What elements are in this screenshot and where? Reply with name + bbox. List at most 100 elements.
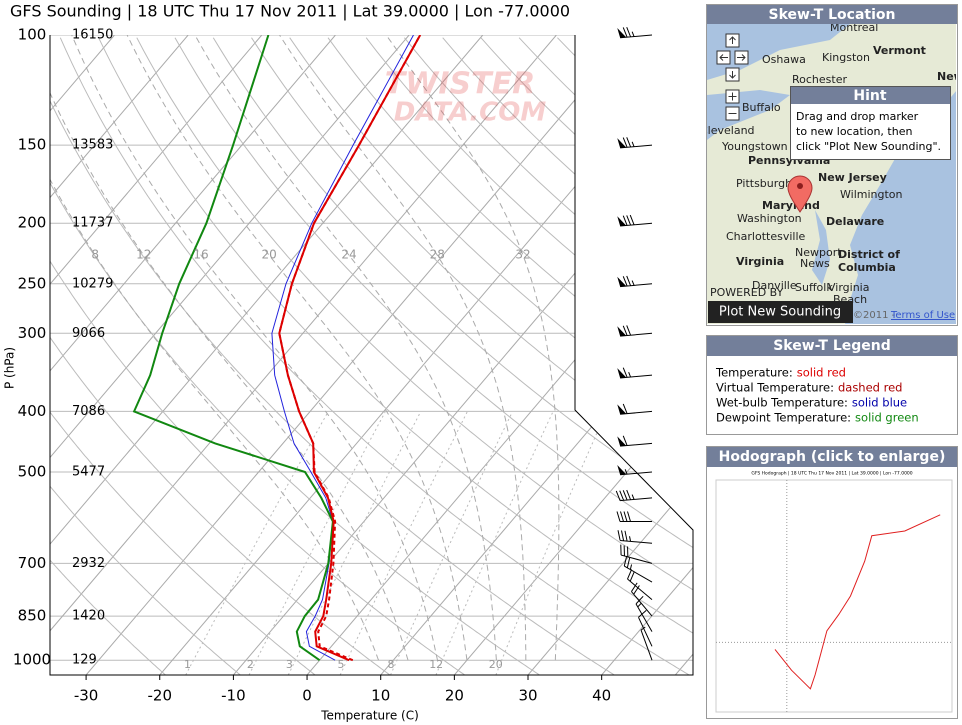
wind-barbs <box>615 26 653 661</box>
mixing-ratio-label: 5 <box>338 658 345 671</box>
wind-barb <box>635 595 653 632</box>
moist-adiabat <box>194 35 497 661</box>
y-tick-label: 100 <box>18 26 47 44</box>
grid <box>50 35 693 675</box>
legend-style: solid blue <box>852 396 907 410</box>
lake <box>707 24 850 80</box>
x-axis-label: Temperature (C) <box>320 709 419 723</box>
legend-label: Temperature: <box>715 366 793 380</box>
y-tick-label: 700 <box>18 554 47 572</box>
moist-adiabat <box>71 35 438 661</box>
wind-barb <box>617 530 653 544</box>
mixing-ratio-line <box>248 411 386 675</box>
wind-barb <box>620 435 653 447</box>
wind-pennant <box>617 368 627 378</box>
wind-pennant <box>617 404 627 415</box>
moist-adiabat-label: 20 <box>261 248 276 262</box>
map-label: New <box>937 70 962 83</box>
dry-adiabat <box>50 37 241 675</box>
wind-pennant <box>617 276 627 287</box>
marker[interactable] <box>787 175 813 213</box>
copyright: ©2011 - <box>853 310 896 321</box>
mixing-ratio-label: 2 <box>247 658 254 671</box>
x-tick-label: 30 <box>518 687 537 705</box>
hodograph-panel[interactable] <box>706 446 958 719</box>
hodograph-caption: GFS Hodograph | 18 UTC Thu 17 Nov 2011 |… <box>751 471 912 477</box>
map-label: Vermont <box>873 44 926 57</box>
mixing-ratio-line <box>390 411 513 675</box>
dry-adiabat <box>50 37 615 675</box>
isotherm <box>50 35 115 675</box>
map-label: Washington <box>737 212 802 225</box>
sounding-line <box>132 35 334 662</box>
wind-barb <box>627 569 653 601</box>
x-tick-label: -30 <box>74 687 99 705</box>
map-label: Virginia <box>828 281 869 294</box>
dry-adiabat <box>59 37 690 675</box>
panel-header <box>707 336 957 356</box>
curves <box>132 35 422 662</box>
moist-adiabat-label: 28 <box>430 248 445 262</box>
dry-adiabat <box>212 37 693 675</box>
wind-barb <box>616 511 652 523</box>
isotherm <box>50 35 263 675</box>
map-controls[interactable] <box>716 33 749 121</box>
map-label: News <box>800 257 830 270</box>
panel-title: Hodograph (click to enlarge) <box>719 449 946 465</box>
map-label: Charlottesville <box>726 230 806 243</box>
wind-barb <box>620 137 653 149</box>
map-label: Cleveland <box>700 124 755 137</box>
dry-adiabat <box>98 37 693 675</box>
map-label: Wilmington <box>840 188 903 201</box>
mixing-ratio-line <box>287 411 421 675</box>
plot-button-label[interactable]: Plot New Sounding <box>719 305 841 320</box>
x-tick-label: 20 <box>445 687 464 705</box>
hodograph[interactable] <box>715 479 953 713</box>
isotherm <box>159 35 693 675</box>
map-label: Columbia <box>838 261 896 274</box>
mixing-ratio-label: 12 <box>429 658 443 671</box>
dry-adiabat <box>50 37 391 675</box>
height-label: 16150 <box>72 28 113 43</box>
map-label: Newport <box>795 246 842 259</box>
height-label: 1420 <box>72 609 105 624</box>
wind-pennant <box>617 326 627 337</box>
dry-adiabat <box>289 37 693 675</box>
wind-pennant <box>617 28 627 38</box>
watermark-text: DATA.COM <box>394 98 547 128</box>
panel-title: Skew-T Location <box>769 7 896 23</box>
dry-adiabat <box>50 37 465 675</box>
mixing-ratio-label: 8 <box>388 658 395 671</box>
isotherm <box>50 35 410 675</box>
height-label: 2932 <box>72 556 105 571</box>
height-label: 9066 <box>72 326 105 341</box>
mixing-ratio-label: 3 <box>286 658 293 671</box>
map-label: Delaware <box>826 215 884 228</box>
wind-barb <box>620 325 653 337</box>
legend-label: Virtual Temperature: <box>716 381 834 395</box>
marker-dot <box>797 183 803 189</box>
chart-title: GFS Sounding | 18 UTC Thu 17 Nov 2011 | … <box>10 2 570 21</box>
dry-adiabat <box>50 37 540 675</box>
x-tick-label: -10 <box>221 687 246 705</box>
mixing-ratio-label: 1 <box>184 658 191 671</box>
y-tick-label: 1000 <box>13 651 51 669</box>
panel-title: Skew-T Legend <box>773 338 891 354</box>
bay <box>812 210 830 285</box>
hint-text: to new location, then <box>796 125 912 138</box>
mixing-ratio-label: 20 <box>489 658 503 671</box>
map-label: Youngstown <box>721 140 788 153</box>
dry-adiabat <box>174 37 693 675</box>
isotherm <box>453 35 693 675</box>
terms-link[interactable]: Terms of Use <box>890 310 955 321</box>
map[interactable]: Montreal Vermont Oshawa Kingston Rochest… <box>700 21 962 324</box>
hint-text: click "Plot New Sounding". <box>796 140 941 153</box>
legend-label: Dewpoint Temperature: <box>716 411 851 425</box>
height-label: 10279 <box>72 276 113 291</box>
moist-adiabat-label: 16 <box>193 248 208 262</box>
plot-button[interactable] <box>708 301 853 323</box>
wind-barb <box>620 544 653 564</box>
map-label: Maryland <box>762 199 820 212</box>
